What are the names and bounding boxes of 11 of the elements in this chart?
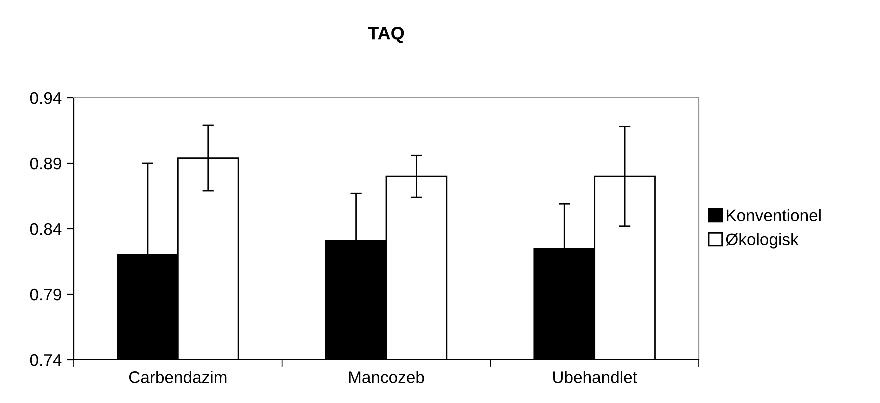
legend-label: Økologisk	[726, 233, 799, 249]
y-tick-label: 0.84	[30, 223, 62, 236]
chart-title: TAQ	[368, 27, 404, 44]
y-tick-label: 0.79	[30, 288, 62, 301]
x-tick-label: Carbendazim	[129, 371, 227, 384]
x-tick-label: Mancozeb	[349, 371, 424, 384]
y-tick-label: 0.89	[30, 158, 62, 170]
x-tick-label: Ubehandlet	[553, 371, 638, 384]
legend-label: Konventionel	[727, 209, 821, 222]
y-tick-label: 0.74	[30, 354, 62, 366]
y-tick-label: 0.94	[30, 92, 62, 104]
